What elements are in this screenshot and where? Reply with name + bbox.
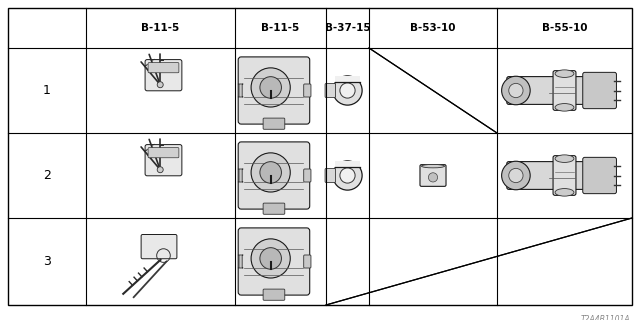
Text: 2: 2 [43,169,51,182]
Circle shape [251,239,291,278]
Circle shape [428,173,438,182]
Circle shape [260,77,282,98]
Polygon shape [335,161,360,167]
Text: B-55-10: B-55-10 [541,23,588,33]
FancyBboxPatch shape [238,169,243,182]
Text: 1: 1 [43,84,51,97]
Text: B-37-15: B-37-15 [324,23,371,33]
FancyBboxPatch shape [263,289,285,300]
FancyBboxPatch shape [420,165,446,186]
Circle shape [509,168,523,183]
Circle shape [260,248,282,269]
Ellipse shape [422,164,445,168]
FancyBboxPatch shape [553,71,576,110]
FancyBboxPatch shape [263,118,285,129]
FancyBboxPatch shape [141,235,177,259]
FancyBboxPatch shape [148,63,179,73]
FancyBboxPatch shape [325,84,335,98]
FancyBboxPatch shape [304,255,311,268]
Text: B-11-5: B-11-5 [141,23,180,33]
Circle shape [509,83,523,98]
Text: 3: 3 [43,255,51,268]
Text: B-11-5: B-11-5 [261,23,300,33]
Circle shape [157,82,163,88]
Ellipse shape [555,155,574,163]
FancyBboxPatch shape [583,72,616,109]
FancyBboxPatch shape [145,145,182,176]
Circle shape [340,83,355,98]
Text: T2A4B1101A: T2A4B1101A [580,315,630,320]
Ellipse shape [555,104,574,111]
FancyBboxPatch shape [325,169,335,182]
Circle shape [333,76,362,105]
Circle shape [260,162,282,183]
Circle shape [340,168,355,183]
FancyBboxPatch shape [145,60,182,91]
Circle shape [333,161,362,190]
FancyBboxPatch shape [238,255,243,268]
FancyBboxPatch shape [507,76,612,104]
FancyBboxPatch shape [553,156,576,195]
Text: B-53-10: B-53-10 [410,23,456,33]
Circle shape [502,161,530,190]
Circle shape [251,68,291,107]
Circle shape [502,76,530,105]
FancyBboxPatch shape [238,142,310,209]
FancyBboxPatch shape [238,84,243,97]
Circle shape [157,167,163,173]
FancyBboxPatch shape [304,169,311,182]
FancyBboxPatch shape [238,57,310,124]
FancyBboxPatch shape [238,228,310,295]
FancyBboxPatch shape [304,84,311,97]
FancyBboxPatch shape [263,203,285,214]
FancyBboxPatch shape [583,157,616,194]
FancyBboxPatch shape [507,162,612,189]
Polygon shape [335,76,360,83]
Circle shape [251,153,291,192]
Ellipse shape [555,70,574,77]
FancyBboxPatch shape [148,148,179,158]
Ellipse shape [555,188,574,196]
